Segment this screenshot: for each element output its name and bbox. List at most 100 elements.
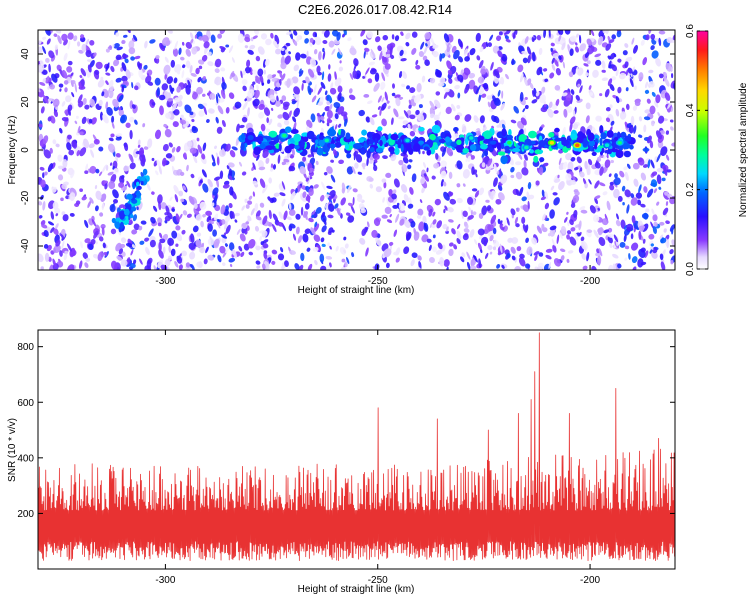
spectrogram-cell	[552, 192, 558, 196]
spectrogram-cell	[650, 120, 655, 127]
spectrogram-cell	[589, 205, 596, 214]
spectrogram-cell	[521, 196, 527, 202]
spectrogram-cell	[464, 84, 470, 94]
spectrogram-cell	[482, 82, 489, 90]
spectrogram-cell	[140, 181, 144, 186]
spectrogram-cell	[181, 250, 188, 257]
spectrogram-cell	[151, 102, 156, 106]
spectrogram-cell	[303, 30, 310, 36]
spectrogram-cell	[216, 126, 223, 134]
spectrogram-cell	[86, 70, 92, 78]
spectrogram-cell	[363, 50, 366, 59]
spectrogram-cell	[542, 213, 546, 221]
spectrogram-cell	[510, 166, 515, 173]
spectrogram-cell	[574, 166, 579, 171]
spectrogram-cell	[653, 188, 658, 194]
spectrogram-cell	[61, 33, 68, 42]
spectrogram-cell	[106, 107, 113, 116]
spectrogram-cell	[141, 176, 146, 181]
spectrogram-cell	[624, 60, 629, 69]
spectrogram-cell	[252, 162, 256, 171]
spectrogram-cell	[322, 39, 328, 45]
spectrogram-cell	[443, 33, 450, 43]
spectrogram-cell	[283, 119, 290, 126]
spectrogram-cell	[646, 98, 651, 104]
spectrogram-cell	[626, 223, 634, 232]
spectrogram-cell	[150, 216, 156, 224]
spectrogram-cell	[634, 100, 641, 107]
spectrogram-cell	[522, 108, 526, 113]
spectrogram-cell	[293, 86, 301, 95]
spectrogram-cell	[407, 164, 412, 170]
spectrogram-cell	[255, 216, 262, 221]
spectrogram-cell	[255, 260, 261, 265]
spectrogram-cell	[615, 219, 621, 227]
spectrogram-cell	[416, 214, 422, 219]
spectrogram-cell	[507, 237, 513, 243]
spectrogram-cell	[432, 219, 437, 225]
spectrogram-cell	[615, 96, 620, 104]
spectrogram-cell	[613, 53, 617, 58]
spectrogram-cell	[272, 164, 277, 170]
spectrogram-cell	[94, 185, 98, 190]
spectrogram-cell	[330, 159, 334, 163]
spectrogram-cell	[670, 73, 674, 79]
spectrogram-cell	[102, 88, 109, 98]
spectrogram-cell	[214, 58, 222, 68]
spectrogram-cell	[489, 34, 494, 42]
spectrogram-cell	[244, 45, 249, 49]
spectrogram-cell	[424, 59, 430, 66]
spectrogram-cell	[487, 42, 493, 47]
spectrogram-cell	[446, 226, 449, 232]
spectrogram-cell	[435, 249, 443, 255]
spectrogram-cell	[448, 219, 454, 223]
spectrogram-cell	[352, 70, 358, 79]
spectrogram-cell	[312, 246, 319, 252]
spectrogram-cell	[182, 210, 188, 216]
spectrogram-cell	[199, 246, 205, 254]
spectrogram-cell	[105, 164, 109, 171]
spectrogram-cell	[565, 153, 572, 161]
spectrogram-cell	[640, 261, 647, 266]
spectrogram-cell	[105, 101, 109, 110]
spectrogram-cell	[504, 149, 511, 154]
spectrogram-cell	[211, 202, 215, 207]
spectrogram-cell	[252, 69, 257, 75]
spectrogram-cell	[487, 101, 491, 108]
spectrogram-cell	[269, 94, 276, 103]
spectrogram-cell	[552, 52, 559, 59]
spectrogram-cell	[608, 173, 612, 178]
spectrogram-cell	[302, 210, 309, 218]
spectrogram-cell	[448, 171, 453, 179]
spectrogram-cell	[176, 255, 183, 264]
spectrogram-cell	[340, 197, 346, 206]
spectrogram-cell	[185, 48, 192, 57]
spectrogram-cell	[375, 186, 382, 193]
spectrogram-cell	[599, 166, 604, 176]
spectrogram-cell	[558, 34, 562, 42]
spectrogram-cell	[136, 181, 140, 187]
spectrogram-cell	[225, 143, 231, 152]
spectrogram-cell	[345, 212, 351, 216]
spectrogram-cell	[381, 118, 387, 127]
spectrogram-cell	[335, 245, 339, 252]
spectrogram-cell	[366, 150, 371, 159]
spectrogram-cell	[624, 135, 632, 142]
spectrogram-cell	[548, 132, 555, 138]
spectrogram-cell	[468, 206, 472, 214]
spectrogram-cell	[47, 116, 52, 122]
spectrogram-cell	[252, 35, 258, 40]
spectrogram-cell	[61, 101, 66, 107]
spectrogram-cell	[490, 140, 497, 145]
spectrogram-cell	[186, 164, 189, 172]
spectrogram-cell	[285, 42, 291, 47]
spectrogram-cell	[144, 265, 151, 270]
spectrogram-cell	[457, 56, 464, 63]
spectrogram-cell	[450, 141, 459, 148]
spectrogram-cell	[207, 237, 215, 246]
spectrogram-cell	[448, 242, 454, 247]
spectrogram-cell	[84, 262, 89, 268]
spectrogram-cell	[644, 89, 650, 94]
spectrogram-cell	[631, 215, 636, 224]
spectrogram-cell	[345, 132, 351, 140]
